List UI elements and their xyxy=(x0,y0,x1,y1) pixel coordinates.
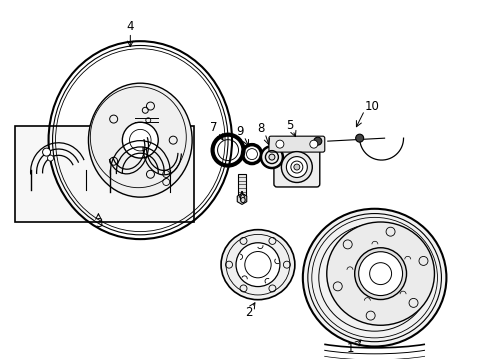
FancyBboxPatch shape xyxy=(273,137,319,187)
FancyBboxPatch shape xyxy=(268,136,324,152)
Circle shape xyxy=(268,154,274,160)
Circle shape xyxy=(293,164,299,170)
Text: 8: 8 xyxy=(257,122,264,135)
Circle shape xyxy=(358,252,402,296)
Circle shape xyxy=(313,137,321,145)
Circle shape xyxy=(281,152,312,183)
Text: 7: 7 xyxy=(210,121,217,134)
Circle shape xyxy=(42,148,50,156)
Circle shape xyxy=(286,157,306,177)
Circle shape xyxy=(309,140,317,148)
Ellipse shape xyxy=(221,230,294,300)
Bar xyxy=(15,126,194,222)
Ellipse shape xyxy=(326,222,433,325)
Ellipse shape xyxy=(88,83,192,197)
Circle shape xyxy=(47,155,53,161)
Circle shape xyxy=(354,248,406,300)
Circle shape xyxy=(122,122,158,158)
Text: 6: 6 xyxy=(238,193,245,206)
Text: 9: 9 xyxy=(236,125,243,138)
Text: 5: 5 xyxy=(285,119,293,132)
Ellipse shape xyxy=(302,209,446,346)
Text: 4: 4 xyxy=(126,20,134,33)
Text: 10: 10 xyxy=(364,100,378,113)
Circle shape xyxy=(355,134,363,142)
Circle shape xyxy=(275,140,284,148)
Circle shape xyxy=(261,146,283,168)
Bar xyxy=(238,174,245,196)
Circle shape xyxy=(236,243,279,287)
Text: 3: 3 xyxy=(95,217,102,230)
Text: 2: 2 xyxy=(245,306,252,319)
Text: 1: 1 xyxy=(346,342,354,355)
